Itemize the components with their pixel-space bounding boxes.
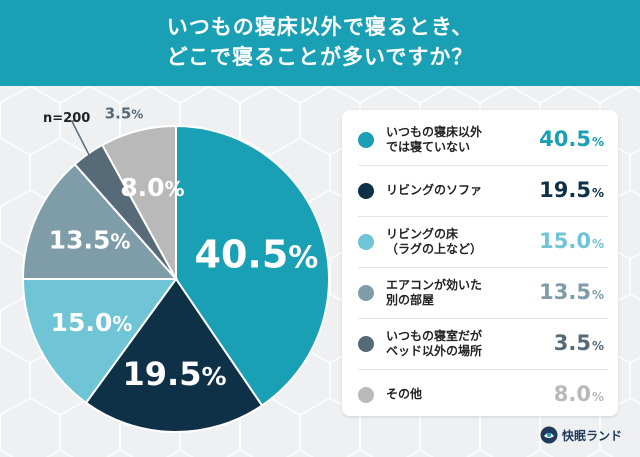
pie-slice <box>84 277 264 433</box>
legend-label-line: リビングのソファ <box>386 183 483 197</box>
legend-label: エアコンが効いた 別の部屋 <box>386 278 506 308</box>
legend-item: リビングの床 （ラグの上など） 15.0% <box>342 216 618 267</box>
chart-title-line-1: いつもの寝床以外で寝るとき、 <box>166 15 474 39</box>
pie-data-label: 15.0% <box>51 308 133 337</box>
pie-data-label: 8.0% <box>120 173 184 202</box>
legend-swatch <box>358 131 374 148</box>
legend-divider <box>358 318 608 319</box>
legend-swatch <box>358 335 374 352</box>
legend-swatch <box>358 182 374 199</box>
legend-label: いつもの寝床以外 では寝ていない <box>386 125 506 155</box>
legend-label-line: いつもの寝室だが <box>386 328 483 343</box>
pie-slice <box>21 278 178 405</box>
legend-item: その他 8.0% <box>342 369 618 420</box>
legend-item: いつもの寝室だが ベッド以外の場所 3.5% <box>342 318 618 369</box>
sample-size-label: n=200 <box>43 111 91 126</box>
pie-data-label: 3.5% <box>105 104 144 122</box>
pie-data-label: 40.5% <box>195 233 319 277</box>
legend-value: 8.0% <box>553 381 604 406</box>
legend-item: リビングのソファ 19.5% <box>342 165 618 216</box>
pie-slice <box>175 124 330 407</box>
chart-title-line-2: どこで寝ることが多いですか？ <box>166 45 474 69</box>
legend-label: その他 <box>386 387 506 402</box>
legend-divider <box>358 216 608 217</box>
pie-data-label: 13.5% <box>49 226 131 255</box>
legend-swatch <box>358 233 374 250</box>
legend-value: 19.5% <box>539 177 604 202</box>
pie-data-label: 19.5% <box>123 355 227 393</box>
legend-divider <box>358 165 608 166</box>
legend-item: いつもの寝床以外 では寝ていない 40.5% <box>342 114 618 165</box>
legend-label-line: では寝ていない <box>386 139 471 154</box>
pie-slice <box>100 124 177 280</box>
legend-swatch <box>358 386 374 403</box>
legend-divider <box>358 267 608 268</box>
legend-label-line: リビングの床 <box>386 226 459 241</box>
brand-name: 快眠ランド <box>562 428 623 443</box>
legend-value: 15.0% <box>539 228 604 253</box>
legend-label-line: （ラグの上など） <box>386 241 483 256</box>
legend-label-line: ベッド以外の場所 <box>386 343 483 358</box>
legend-label-line: その他 <box>386 387 423 401</box>
pie-labels: 40.5% 19.5% 15.0% 13.5% 3.5% 8.0% <box>49 104 319 393</box>
legend-label-line: 別の部屋 <box>386 292 435 307</box>
legend-value: 13.5% <box>539 279 604 304</box>
legend-label-line: エアコンが効いた <box>386 277 483 292</box>
pie-chart: 40.5% 19.5% 15.0% 13.5% 3.5% 8.0% <box>21 104 330 433</box>
pie-slice <box>21 162 179 280</box>
legend-label: リビングの床 （ラグの上など） <box>386 227 506 257</box>
legend-label: いつもの寝室だが ベッド以外の場所 <box>386 329 506 359</box>
pie-slices <box>21 124 330 433</box>
legend-swatch <box>358 284 374 301</box>
title-banner: いつもの寝床以外で寝るとき、 どこで寝ることが多いですか？ <box>0 0 640 86</box>
legend-value: 3.5% <box>553 330 604 355</box>
legend-panel: いつもの寝床以外 では寝ていない 40.5% リビングのソファ 19.5% リビングの床（… <box>342 110 618 416</box>
brand-logo-icon <box>540 426 558 444</box>
legend-item: エアコンが効いた 別の部屋 13.5% <box>342 267 618 318</box>
brand-logo: 快眠ランド <box>540 424 622 446</box>
legend-label: リビングのソファ <box>386 183 506 198</box>
leader-line <box>70 120 91 157</box>
legend-divider <box>358 369 608 370</box>
legend-value: 40.5% <box>539 126 604 151</box>
legend-label-line: いつもの寝床以外 <box>386 124 483 139</box>
